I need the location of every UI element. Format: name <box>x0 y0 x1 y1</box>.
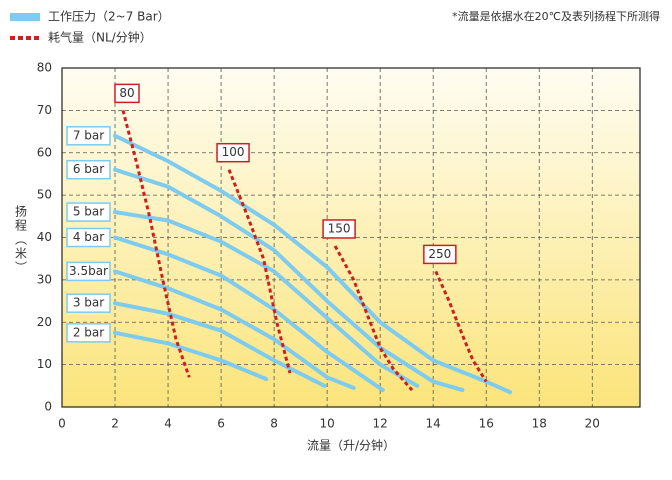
legend-swatch <box>10 13 40 21</box>
pressure-curve <box>113 269 356 390</box>
air-curve <box>227 169 292 374</box>
x-tick-label: 20 <box>585 417 600 431</box>
pressure-curve <box>113 330 269 381</box>
x-tick-label: 14 <box>426 417 441 431</box>
x-axis-label: 流量（升/分钟） <box>307 438 395 453</box>
pressure-curve <box>113 210 420 388</box>
curve-label-box <box>423 244 457 265</box>
air-curve <box>121 110 191 378</box>
curve-label: 3 bar <box>73 296 104 310</box>
curve-label: 6 bar <box>73 162 104 176</box>
legend-label: 工作压力（2~7 Bar） <box>48 10 170 24</box>
curve-label-box <box>216 142 250 163</box>
curve-label: 2 bar <box>73 325 104 339</box>
pressure-curve <box>113 235 385 393</box>
y-tick-label: 20 <box>37 315 52 329</box>
curve-label: 80 <box>119 86 134 100</box>
curve-label: 100 <box>222 145 245 159</box>
curve-label-box <box>114 83 140 104</box>
air-curve <box>333 245 414 392</box>
curve-label-box <box>66 261 111 282</box>
y-tick-label: 40 <box>37 230 52 244</box>
curve-label-box <box>66 293 111 313</box>
note: *流量是依据水在20℃及表列扬程下所测得 <box>452 9 660 23</box>
curve-label: 250 <box>428 247 451 261</box>
curve-label: 4 bar <box>73 230 104 244</box>
x-tick-label: 12 <box>373 417 388 431</box>
x-tick-label: 8 <box>270 417 278 431</box>
curve-label-box <box>66 159 111 180</box>
y-tick-label: 0 <box>44 400 52 414</box>
x-tick-label: 4 <box>164 417 172 431</box>
curve-label-box <box>66 227 111 248</box>
curve-label: 5 bar <box>73 205 104 219</box>
y-tick-label: 60 <box>37 145 52 159</box>
y-tick-label: 10 <box>37 357 52 371</box>
legend-label: 耗气量（NL/分钟） <box>48 30 152 45</box>
y-tick-label: 70 <box>37 103 52 117</box>
plot-border <box>61 67 641 408</box>
curve-label-box <box>322 219 356 239</box>
curve-label: 7 bar <box>73 128 104 142</box>
pressure-curve <box>113 301 327 388</box>
curve-label: 150 <box>328 221 351 235</box>
curve-label: 3.5bar <box>69 264 108 278</box>
x-tick-label: 0 <box>58 417 66 431</box>
air-curve <box>434 270 488 383</box>
curve-label-box <box>66 126 111 146</box>
curve-label-box <box>66 323 111 343</box>
y-tick-label: 30 <box>37 272 52 286</box>
curve-label-box <box>66 202 111 222</box>
pressure-curve <box>113 167 465 393</box>
x-tick-label: 6 <box>217 417 225 431</box>
x-tick-label: 16 <box>479 417 494 431</box>
y-tick-label: 80 <box>37 61 52 75</box>
x-tick-label: 10 <box>319 417 334 431</box>
pressure-curve <box>113 133 513 395</box>
x-tick-label: 18 <box>532 417 547 431</box>
y-tick-label: 50 <box>37 188 52 202</box>
y-axis-label: 扬程（米） <box>14 204 28 275</box>
x-tick-label: 2 <box>111 417 119 431</box>
